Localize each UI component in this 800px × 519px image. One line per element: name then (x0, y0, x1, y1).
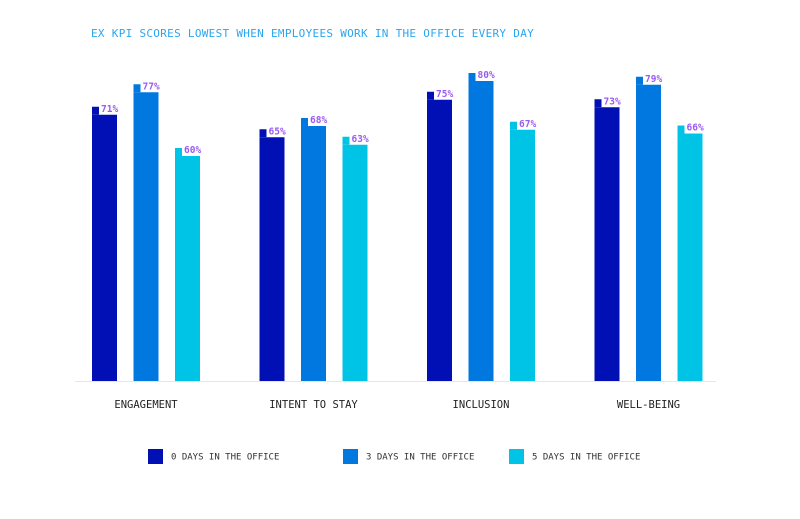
bar-notch (427, 91, 434, 100)
data-label: 77% (143, 81, 160, 92)
bar-notch (636, 76, 643, 85)
category-label: INTENT TO STAY (269, 399, 358, 411)
category-label: INCLUSION (453, 399, 510, 411)
data-label: 63% (352, 134, 369, 145)
legend-label: 0 DAYS IN THE OFFICE (171, 453, 279, 463)
category-label: ENGAGEMENT (114, 399, 178, 411)
data-label: 60% (184, 145, 201, 156)
bar (677, 133, 703, 381)
bar-notch (468, 73, 476, 81)
bar (510, 129, 535, 381)
chart-title: EX KPI SCORES LOWEST WHEN EMPLOYEES WORK… (91, 27, 535, 40)
data-label: 73% (604, 96, 621, 107)
bar-notch (133, 84, 141, 93)
bar-notch (259, 129, 267, 138)
legend-swatch (343, 449, 358, 464)
bar (175, 156, 200, 381)
bar (636, 84, 661, 381)
bar-notch (175, 148, 182, 156)
bar (259, 137, 285, 381)
bar (468, 81, 494, 381)
bar (92, 114, 117, 381)
bar (594, 107, 620, 381)
legend-swatch (148, 449, 163, 464)
bar-notch (594, 99, 602, 108)
data-label: 80% (478, 70, 495, 81)
bar (133, 92, 159, 381)
bar (342, 144, 368, 381)
data-label: 71% (101, 104, 118, 115)
bar-notch (510, 121, 517, 130)
bar (427, 99, 452, 381)
data-label: 65% (269, 126, 286, 137)
data-label: 79% (645, 74, 662, 85)
bar (301, 126, 326, 381)
legend-label: 3 DAYS IN THE OFFICE (366, 453, 474, 463)
bar-notch (677, 125, 685, 134)
bar-notch (92, 106, 99, 115)
data-label: 66% (687, 123, 704, 134)
bar-notch (342, 136, 350, 145)
data-label: 75% (436, 89, 453, 100)
data-label: 67% (519, 119, 536, 130)
bar-notch (301, 118, 308, 126)
category-label: WELL-BEING (617, 399, 680, 411)
data-label: 68% (310, 115, 327, 126)
legend-swatch (509, 449, 524, 464)
legend-label: 5 DAYS IN THE OFFICE (532, 453, 640, 463)
